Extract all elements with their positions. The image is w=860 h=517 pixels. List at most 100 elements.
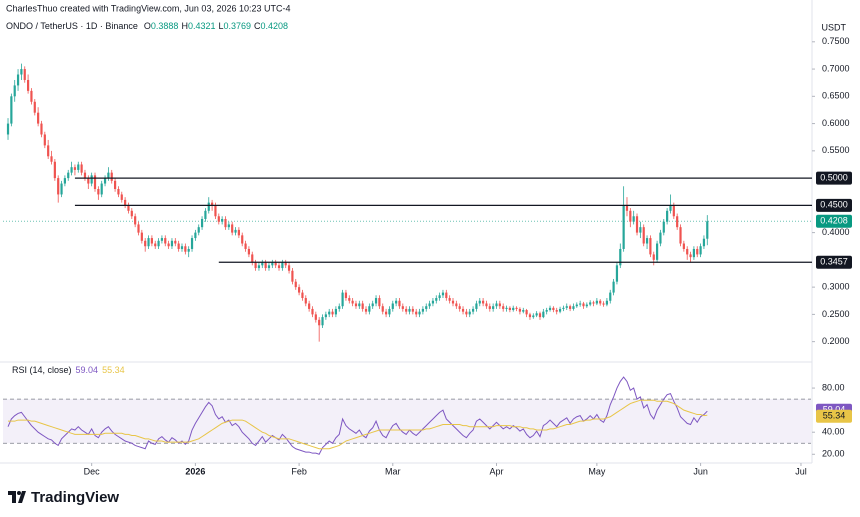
candle-body xyxy=(635,216,639,233)
candle-body xyxy=(291,270,294,282)
candle-body xyxy=(478,300,481,304)
symbol-line: ONDO / TetherUS · 1D · Binance O0.3888 H0.… xyxy=(6,21,288,31)
candle-body xyxy=(13,85,16,97)
candle-body xyxy=(221,218,224,222)
candle-body xyxy=(110,172,113,181)
candle-body xyxy=(508,307,511,311)
candle-body xyxy=(314,314,317,320)
candle-body xyxy=(87,178,90,184)
candle-body xyxy=(371,303,374,307)
candle-body xyxy=(599,300,602,304)
candle-body xyxy=(164,238,167,244)
candle-body xyxy=(512,307,515,311)
x-tick-label: Dec xyxy=(84,466,101,476)
x-tick-label: 2026 xyxy=(185,466,205,476)
value-label: 59.04 xyxy=(823,405,846,415)
candle-body xyxy=(485,303,488,307)
candle-body xyxy=(498,303,501,307)
candle-body xyxy=(348,298,351,301)
logo-icon xyxy=(8,491,26,503)
candle-body xyxy=(575,304,578,307)
candle-body xyxy=(234,229,237,233)
candle-body xyxy=(341,292,344,307)
candle-body xyxy=(244,243,247,249)
candle-body xyxy=(602,303,605,305)
candle-body xyxy=(475,303,478,309)
value-label: 55.34 xyxy=(823,411,846,421)
rsi-ma-value: 55.34 xyxy=(102,365,125,375)
candle-body xyxy=(492,306,495,309)
candle-body xyxy=(361,303,364,309)
candle-body xyxy=(445,292,448,299)
candle-body xyxy=(50,156,53,162)
candle-body xyxy=(217,216,220,222)
candle-body xyxy=(699,246,702,255)
candle-body xyxy=(395,300,398,304)
candle-body xyxy=(124,199,127,206)
candle-body xyxy=(103,178,107,184)
candle-body xyxy=(659,232,662,244)
candle-body xyxy=(391,303,394,309)
logo-dot xyxy=(17,491,21,495)
candle-body xyxy=(364,308,368,312)
candle-body xyxy=(144,240,147,247)
candle-body xyxy=(37,112,40,124)
level-label: 0.5000 xyxy=(820,172,848,182)
candle-body xyxy=(532,315,535,318)
candle-body xyxy=(254,262,257,269)
rsi-ma-line xyxy=(8,399,708,450)
candle-body xyxy=(16,74,20,86)
candle-body xyxy=(271,262,274,266)
candle-body xyxy=(495,303,498,307)
candle-body xyxy=(324,314,327,318)
candle-body xyxy=(147,238,150,247)
candle-body xyxy=(652,254,655,260)
x-tick-label: Jun xyxy=(693,466,708,476)
candle-body xyxy=(615,265,619,282)
candle-body xyxy=(589,302,592,305)
candle-body xyxy=(471,308,475,312)
y-tick-label: 20.00 xyxy=(822,449,845,459)
candle-body xyxy=(408,308,411,312)
candle-body xyxy=(528,314,532,318)
candle-body xyxy=(655,243,659,260)
candle-body xyxy=(381,306,384,312)
candle-body xyxy=(10,96,13,124)
y-tick-label: 0.6500 xyxy=(822,91,850,101)
candle-body xyxy=(542,311,545,318)
candle-body xyxy=(237,229,240,236)
candle-body xyxy=(378,298,381,307)
candle-body xyxy=(645,238,649,244)
credit: CharlesThuo created with TradingView.com… xyxy=(6,3,291,13)
candle-body xyxy=(224,218,227,228)
candle-body xyxy=(682,243,685,249)
rsi-band xyxy=(3,399,811,444)
rsi-line xyxy=(7,376,708,455)
candle-body xyxy=(328,311,331,315)
candle-body xyxy=(43,134,46,146)
candle-body xyxy=(227,224,230,228)
candle-body xyxy=(468,311,471,315)
level-label: 0.4500 xyxy=(820,200,848,210)
candle-body xyxy=(689,254,692,258)
ohlc-letter: O xyxy=(144,21,151,31)
candle-body xyxy=(150,238,153,244)
candle-body xyxy=(405,308,408,312)
candle-body xyxy=(676,216,679,228)
x-tick-label: Feb xyxy=(291,466,307,476)
candle-body xyxy=(482,300,485,304)
candle-body xyxy=(461,308,465,312)
candle-body xyxy=(40,123,43,135)
candle-body xyxy=(441,292,445,296)
last-price-box xyxy=(816,214,852,228)
candle-body xyxy=(30,90,33,102)
candle-body xyxy=(261,262,264,266)
candle-body xyxy=(565,306,568,308)
candle-body xyxy=(304,298,307,304)
x-tick-label: Apr xyxy=(489,466,503,476)
candle-body xyxy=(515,307,518,309)
candle-body xyxy=(251,254,254,263)
y-tick-label: 80.00 xyxy=(822,382,845,392)
candle-body xyxy=(90,175,93,184)
